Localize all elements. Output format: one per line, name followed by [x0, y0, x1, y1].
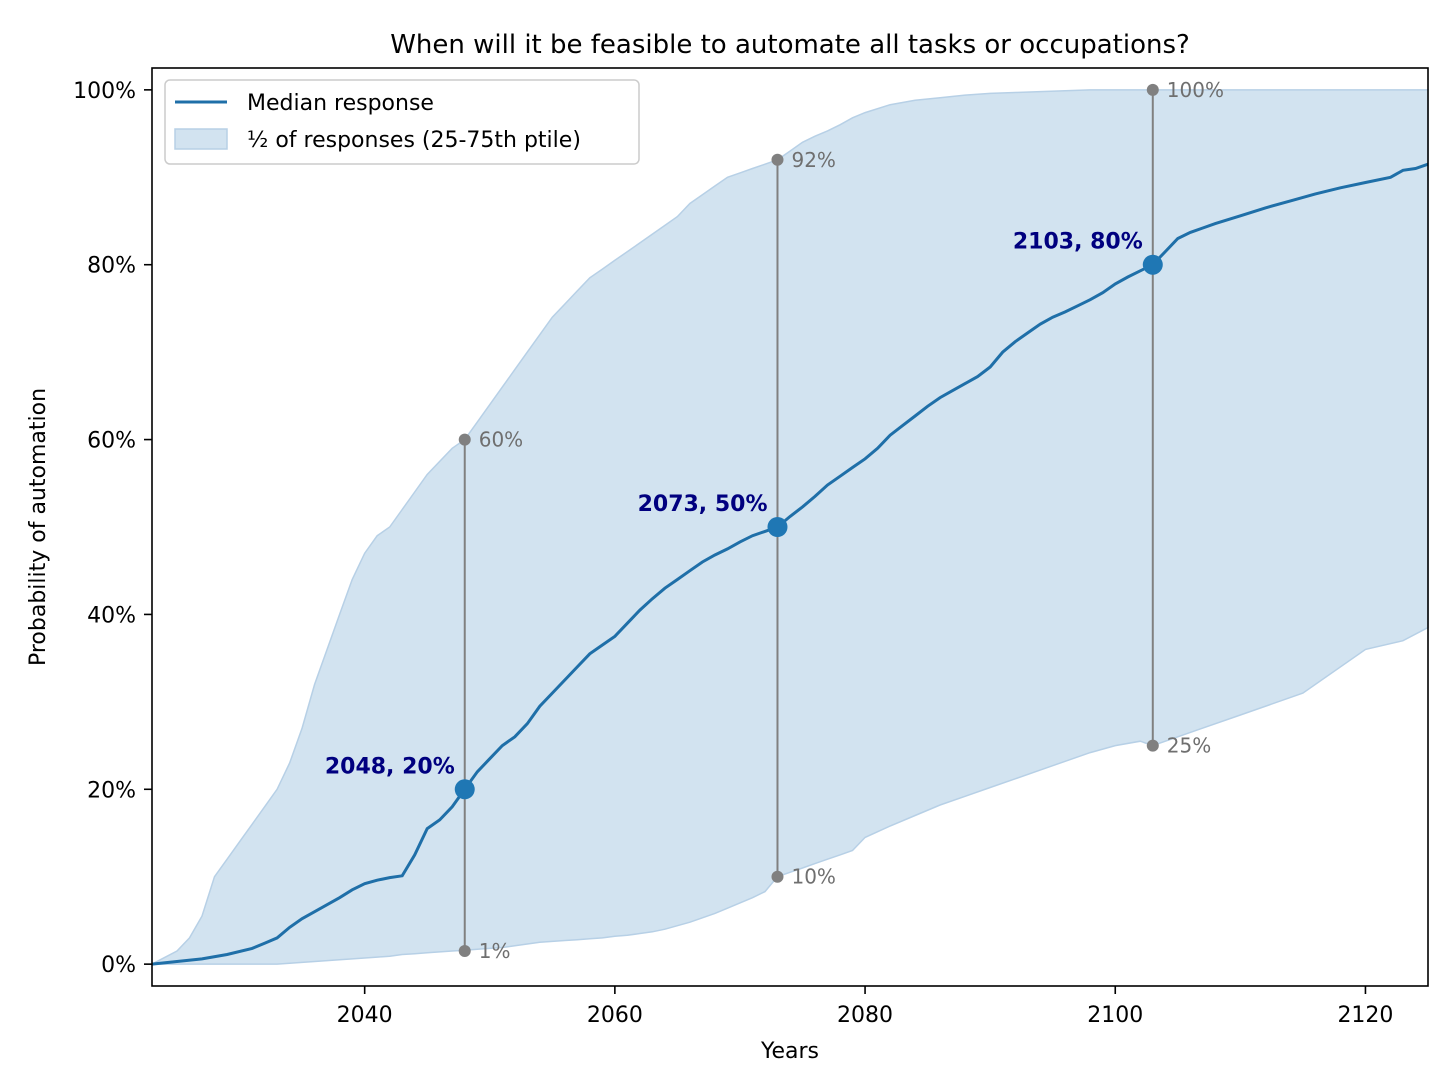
x-tick-label-2: 2080: [837, 1003, 893, 1028]
legend-label-median: Median response: [247, 91, 434, 116]
annotation-label-2: 2103, 80%: [1013, 230, 1143, 255]
annotation-markers: 2048, 20% 2073, 50% 2103, 80%: [325, 230, 1163, 800]
range-low-label-0: 1%: [479, 939, 511, 963]
range-high-label-2: 100%: [1167, 78, 1224, 102]
y-axis-ticks: 0% 20% 40% 60% 80% 100%: [73, 79, 152, 978]
median-marker-1: [767, 517, 788, 537]
y-tick-label-1: 20%: [87, 778, 136, 803]
range-high-dot-0: [458, 433, 471, 446]
x-tick-label-0: 2040: [337, 1003, 393, 1028]
chart-title: When will it be feasible to automate all…: [390, 30, 1190, 60]
range-low-dot-0: [458, 945, 471, 958]
y-tick-label-0: 0%: [101, 953, 136, 978]
y-tick-label-5: 100%: [73, 79, 136, 104]
range-low-dot-2: [1146, 739, 1159, 752]
range-lines: 60% 1% 92% 10% 100% 25%: [458, 78, 1224, 963]
median-marker-0: [454, 779, 475, 800]
interquartile-band: [151, 89, 1429, 965]
range-low-label-1: 10%: [791, 865, 835, 889]
y-tick-label-4: 80%: [87, 254, 136, 279]
x-tick-label-3: 2100: [1087, 1003, 1143, 1028]
plot-frame: [151, 67, 1429, 987]
legend: Median response ½ of responses (25-75th …: [164, 79, 640, 165]
range-high-label-0: 60%: [479, 428, 523, 452]
y-tick-label-2: 40%: [87, 603, 136, 628]
range-low-label-2: 25%: [1167, 734, 1211, 758]
annotation-label-0: 2048, 20%: [325, 754, 455, 779]
legend-band-swatch: [174, 128, 228, 150]
range-high-dot-2: [1146, 83, 1159, 96]
range-high-dot-1: [771, 153, 784, 166]
x-axis-ticks: 2040 2060 2080 2100 2120: [337, 986, 1393, 1028]
y-tick-label-3: 60%: [87, 429, 136, 454]
median-marker-2: [1142, 254, 1163, 275]
plot-area: 60% 1% 92% 10% 100% 25% 2048, 20% 2073, 50% 210…: [151, 67, 1429, 987]
y-axis-title: Probability of automation: [26, 388, 51, 666]
range-high-label-1: 92%: [791, 148, 835, 172]
range-low-dot-1: [771, 870, 784, 883]
legend-box: [164, 79, 640, 165]
x-tick-label-4: 2120: [1337, 1003, 1393, 1028]
legend-label-band: ½ of responses (25-75th ptile): [247, 128, 581, 153]
x-tick-label-1: 2060: [587, 1003, 643, 1028]
annotation-label-1: 2073, 50%: [638, 492, 768, 517]
x-axis-title: Years: [760, 1039, 819, 1064]
